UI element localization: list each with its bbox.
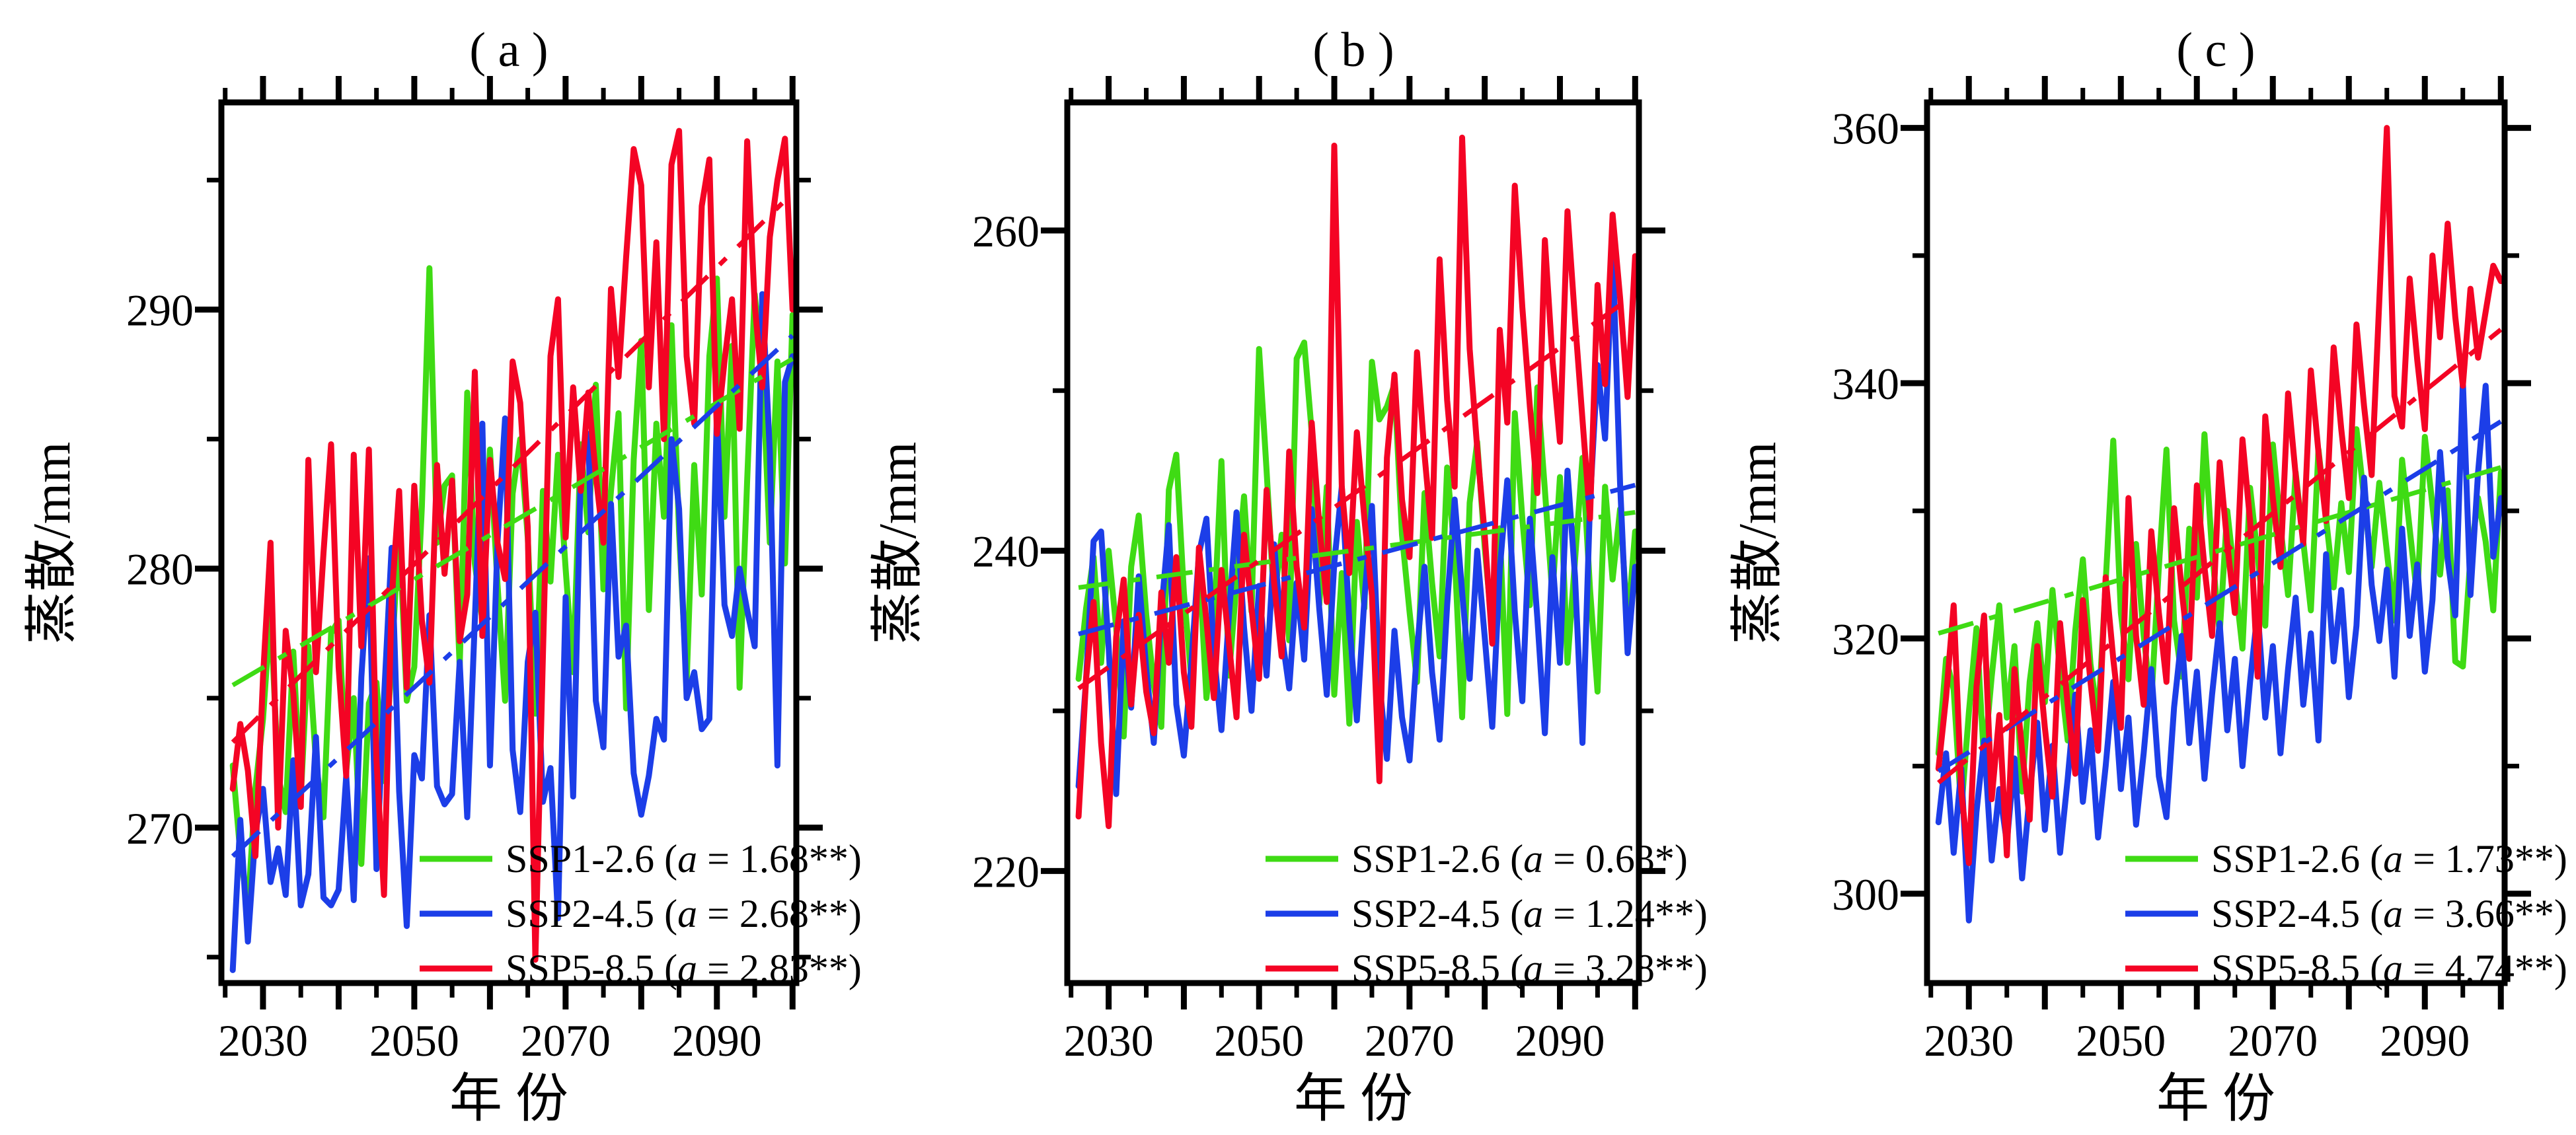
panel-b-series-SSP2-4.5-line bbox=[1075, 246, 1638, 797]
panel-b-series-SSP2-4.5-trendline bbox=[1078, 482, 1636, 637]
panel-b-xaxis-label: 年 份 bbox=[1294, 1070, 1413, 1128]
panel-c-yaxis-label: 蒸散/mm bbox=[1729, 442, 1787, 645]
panel-a-xtick-label: 2030 bbox=[218, 1015, 308, 1066]
panel-b-xtick-label: 2030 bbox=[1064, 1015, 1154, 1066]
panel-c-title: ( c ) bbox=[2176, 23, 2255, 77]
panel-a-ytick-label: 280 bbox=[126, 544, 194, 595]
panel-a-series-SSP2-4.5-trendline bbox=[231, 334, 794, 858]
panel-b-title: ( b ) bbox=[1312, 23, 1394, 77]
panel-c-xaxis-label: 年 份 bbox=[2156, 1070, 2275, 1128]
panel-c-series-SSP2-4.5-trendline bbox=[1937, 419, 2503, 774]
panel-b-yaxis-label: 蒸散/mm bbox=[869, 442, 927, 645]
panel-b-ytick-label: 240 bbox=[972, 527, 1040, 577]
panel-b-ytick-label: 220 bbox=[972, 846, 1040, 897]
panel-b-legend-label-SSP2-4.5: SSP2-4.5 (a = 1.24**) bbox=[1351, 892, 1708, 935]
panel-c-ytick-label: 300 bbox=[1832, 869, 1899, 920]
panel-c: 2030 2050 2070 2090 300 320 340 360 SSP1-2.6 (a … bbox=[1832, 76, 2567, 1066]
panel-c-legend-label-SSP5-8.5: SSP5-8.5 (a = 4.74**) bbox=[2211, 947, 2567, 990]
panel-a-series-SSP5-8.5-trendline bbox=[231, 191, 794, 744]
panel-b-ytick-label: 260 bbox=[972, 206, 1040, 256]
panel-a-ytick-label: 290 bbox=[126, 285, 194, 336]
panel-a-xaxis-label: 年 份 bbox=[449, 1070, 568, 1128]
charts-layer: 2030 2050 2070 2090 270 280 290 SSP1-2.6 (a = 1… bbox=[126, 76, 2567, 1066]
panel-b: 2030 2050 2070 2090 220 240 260 SSP1-2.6 (a = 0… bbox=[972, 76, 1708, 1066]
panel-a: 2030 2050 2070 2090 270 280 290 SSP1-2.6 (a = 1… bbox=[126, 76, 862, 1066]
panel-c-legend-label-SSP2-4.5: SSP2-4.5 (a = 3.66**) bbox=[2211, 892, 2567, 935]
panel-c-frame bbox=[1924, 99, 2508, 986]
panel-a-yaxis-label: 蒸散/mm bbox=[23, 442, 81, 645]
panel-a-xtick-label: 2070 bbox=[521, 1015, 611, 1066]
panel-a-xtick-label: 2090 bbox=[672, 1015, 762, 1066]
panel-c-xtick-label: 2030 bbox=[1924, 1015, 2014, 1066]
panel-b-series-SSP5-8.5-trendline bbox=[1077, 292, 1637, 690]
panel-c-series-SSP1-2.6-trendline bbox=[1938, 465, 2502, 636]
panel-b-xtick-label: 2050 bbox=[1214, 1015, 1304, 1066]
panel-a-frame bbox=[218, 99, 800, 986]
panel-a-series-SSP1-2.6-line bbox=[229, 265, 796, 911]
panel-b-series-SSP1-2.6-trendline bbox=[1078, 509, 1636, 590]
panel-b-series-SSP1-2.6-line bbox=[1075, 340, 1638, 740]
panel-b-xtick-label: 2090 bbox=[1515, 1015, 1605, 1066]
panel-c-ytick-label: 360 bbox=[1832, 104, 1899, 154]
panel-b-series-SSP5-8.5-line bbox=[1075, 134, 1638, 829]
panel-c-xtick-label: 2070 bbox=[2228, 1015, 2318, 1066]
panel-a-series-SSP5-8.5-line bbox=[229, 128, 796, 963]
panel-a-legend-label-SSP1-2.6: SSP1-2.6 (a = 1.68**) bbox=[506, 837, 862, 881]
panel-a-series-SSP2-4.5-line bbox=[229, 291, 796, 973]
panel-c-ytick-label: 320 bbox=[1832, 614, 1899, 664]
panel-b-legend-label-SSP5-8.5: SSP5-8.5 (a = 3.28**) bbox=[1351, 947, 1708, 990]
panel-c-series-SSP5-8.5-line bbox=[1935, 125, 2504, 866]
panel-c-legend-label-SSP1-2.6: SSP1-2.6 (a = 1.73**) bbox=[2211, 837, 2567, 881]
panel-b-frame bbox=[1064, 99, 1642, 986]
panel-b-xtick-label: 2070 bbox=[1365, 1015, 1455, 1066]
panel-c-xtick-label: 2090 bbox=[2380, 1015, 2470, 1066]
panel-a-legend-label-SSP5-8.5: SSP5-8.5 (a = 2.83**) bbox=[506, 947, 862, 990]
panel-a-series-SSP1-2.6-trendline bbox=[231, 357, 794, 688]
panel-a-xtick-label: 2050 bbox=[369, 1015, 459, 1066]
panel-c-ytick-label: 340 bbox=[1832, 359, 1899, 409]
panel-a-ytick-label: 270 bbox=[126, 803, 194, 854]
panel-b-legend-label-SSP1-2.6: SSP1-2.6 (a = 0.63*) bbox=[1351, 837, 1688, 881]
panel-a-legend-label-SSP2-4.5: SSP2-4.5 (a = 2.68**) bbox=[506, 892, 862, 935]
panel-a-title: ( a ) bbox=[469, 23, 548, 77]
panel-c-xtick-label: 2050 bbox=[2076, 1015, 2166, 1066]
